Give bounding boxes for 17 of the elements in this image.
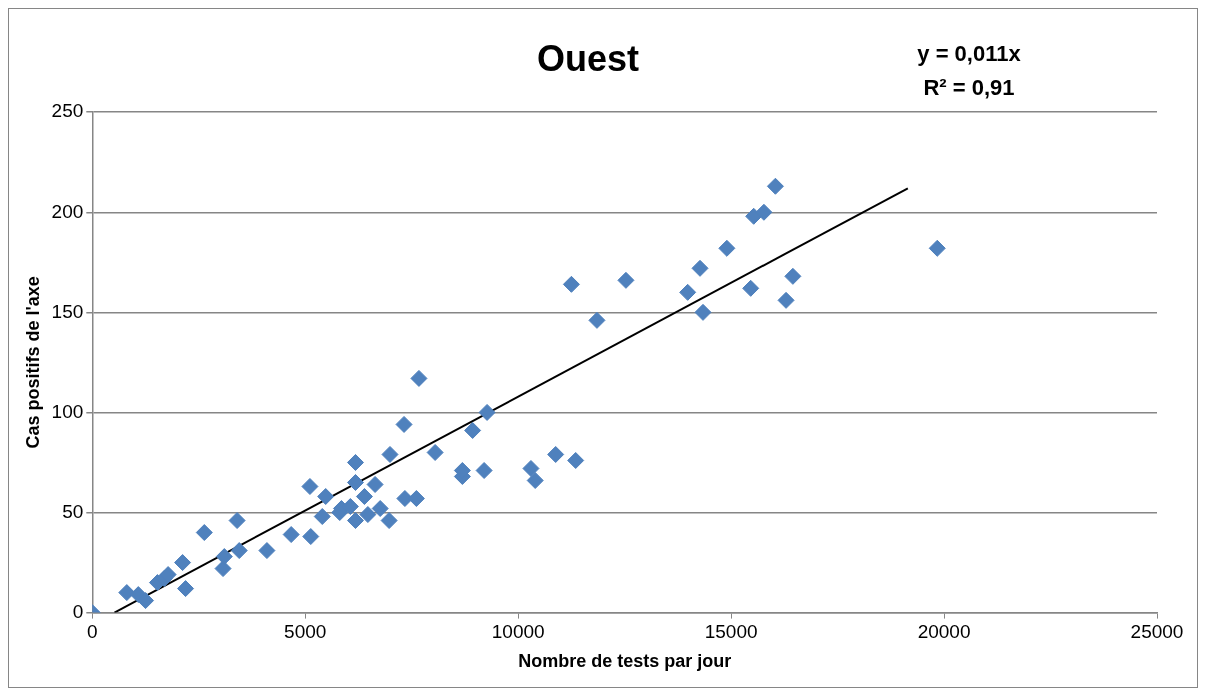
chart-title: Ouest — [536, 37, 640, 79]
x-tick-label: 5000 — [284, 621, 327, 643]
y-tick-label: 50 — [62, 500, 84, 522]
y-tick-label: 150 — [51, 300, 84, 322]
x-tick-label: 10000 — [491, 621, 545, 643]
y-tick-label: 0 — [72, 600, 84, 622]
y-tick-label: 200 — [51, 200, 84, 222]
y-axis-title: Cas positifs de l'axe — [22, 276, 43, 449]
y-tick-label: 100 — [51, 400, 84, 422]
x-axis-title: Nombre de tests par jour — [518, 651, 732, 672]
x-tick-label: 25000 — [1130, 621, 1184, 643]
text: y = 0,011x — [917, 41, 1022, 66]
x-tick-label: 15000 — [704, 621, 758, 643]
x-tick-label: 0 — [87, 621, 98, 643]
text: R² = 0,91 — [923, 75, 1015, 100]
x-tick-label: 20000 — [917, 621, 971, 643]
y-tick-label: 250 — [51, 100, 84, 122]
